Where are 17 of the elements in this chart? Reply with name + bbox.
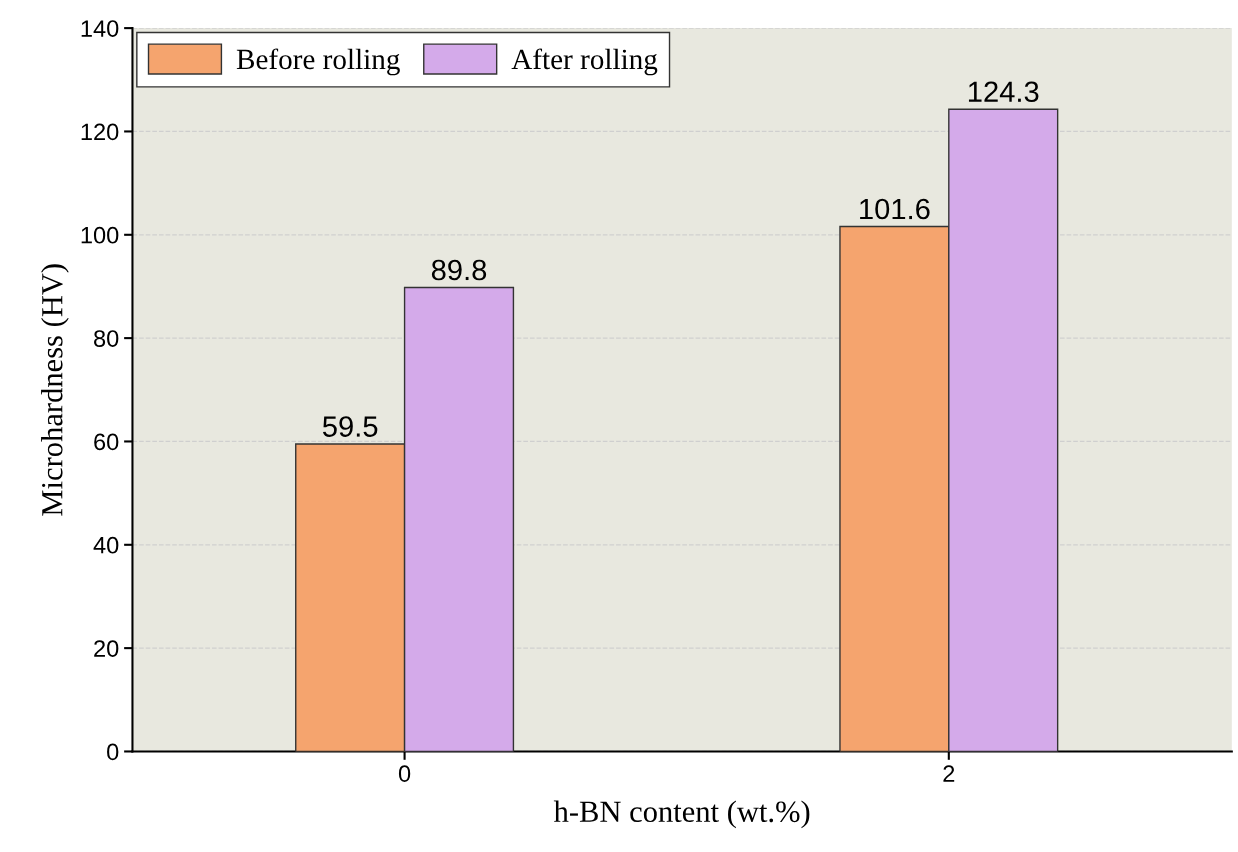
y-tick-label: 0	[107, 743, 119, 761]
y-tick-label: 60	[94, 433, 119, 451]
legend-label: After rolling	[511, 48, 658, 76]
y-tick-label: 80	[94, 330, 119, 347]
data-label: 124.3	[968, 81, 1039, 103]
y-tick-label: 20	[94, 640, 119, 657]
y-tick-label: 40	[93, 536, 119, 554]
y-tick-label: 140	[81, 20, 119, 37]
data-label: 59.5	[322, 416, 378, 437]
data-label: 89.8	[431, 259, 487, 281]
x-axis-title: h-BN content (wt.%)	[553, 800, 810, 829]
legend-label: Before rolling	[236, 48, 400, 76]
data-label: 101.6	[860, 198, 930, 220]
x-tick-label: 2	[943, 765, 955, 782]
y-tick-label: 100	[81, 226, 119, 244]
y-tick-label: 120	[81, 123, 119, 141]
y-axis-title: Microhardness (HV)	[41, 264, 69, 516]
